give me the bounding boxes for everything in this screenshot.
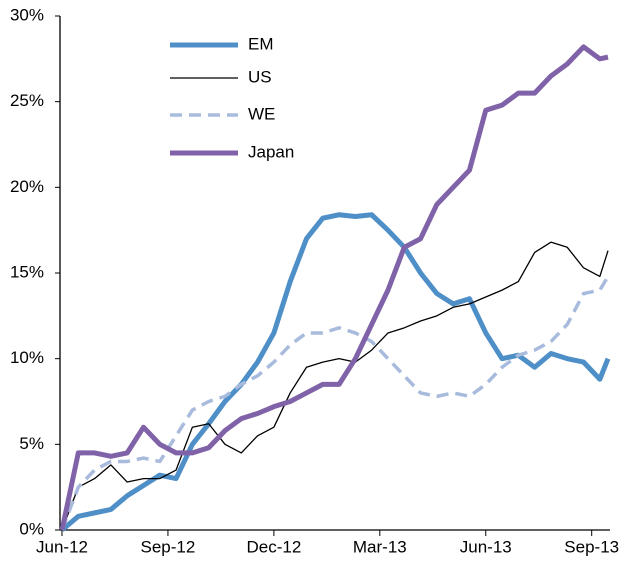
legend-label: WE [248, 104, 275, 123]
x-tick-label: Jun-13 [460, 537, 512, 556]
y-tick-label: 30% [10, 5, 44, 24]
x-tick-label: Sep-13 [564, 537, 619, 556]
y-tick-label: 15% [10, 262, 44, 281]
x-tick-label: Dec-12 [246, 537, 301, 556]
legend-label: US [248, 67, 272, 86]
series-line [61, 241, 609, 531]
y-tick-label: 10% [10, 348, 44, 367]
series-line [59, 44, 609, 531]
legend-label: Japan [248, 142, 294, 161]
x-tick-label: Sep-12 [141, 537, 196, 556]
x-tick-label: Mar-13 [353, 537, 407, 556]
y-tick-label: 5% [19, 434, 44, 453]
legend-label: EM [248, 34, 274, 53]
y-tick-label: 20% [10, 177, 44, 196]
x-tick-label: Jun-12 [36, 537, 88, 556]
y-tick-label: 25% [10, 91, 44, 110]
series-line [60, 212, 611, 532]
series-line [60, 275, 610, 531]
y-tick-label: 0% [19, 519, 44, 538]
